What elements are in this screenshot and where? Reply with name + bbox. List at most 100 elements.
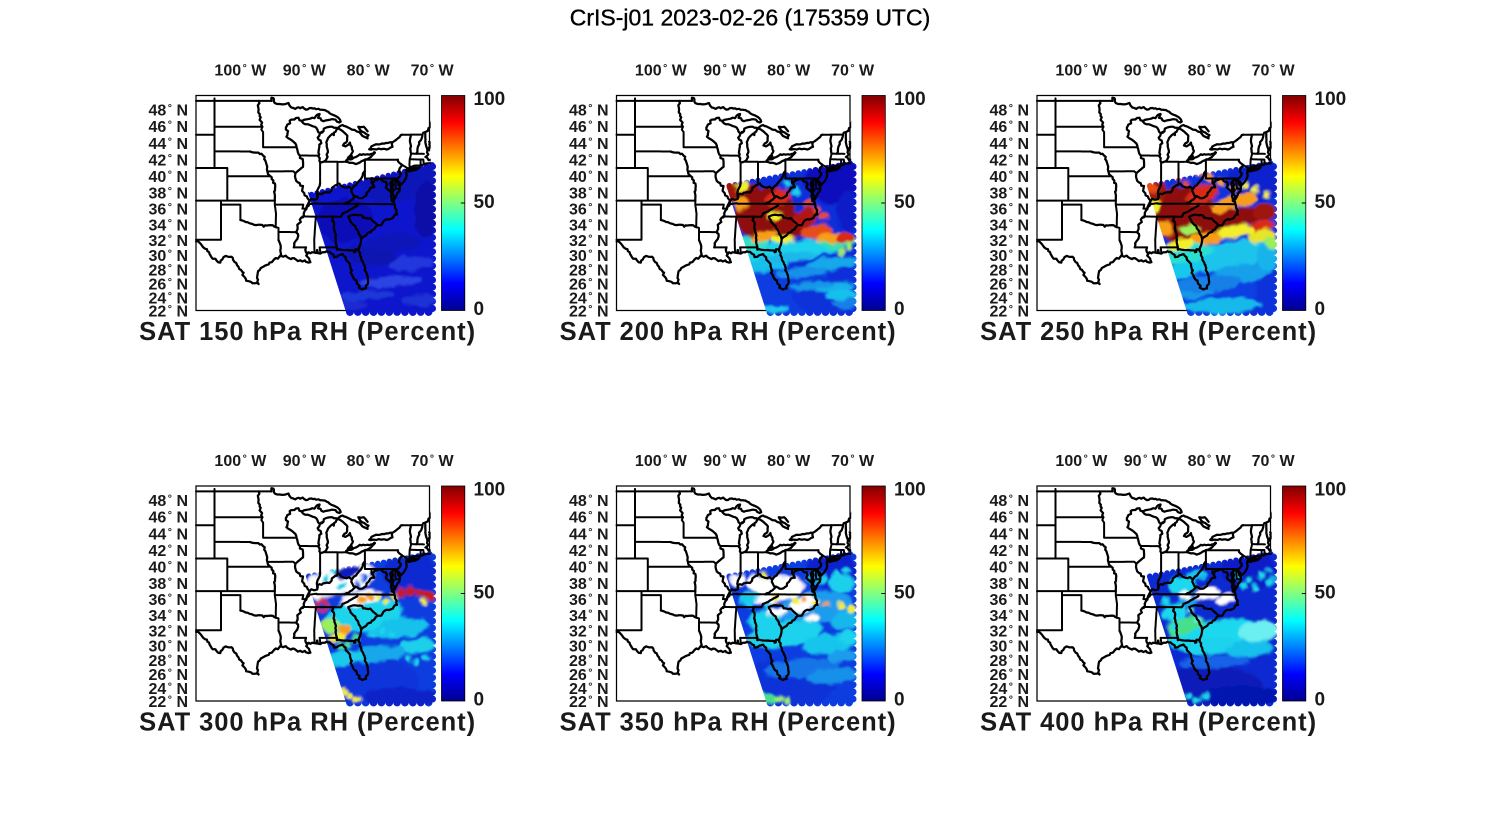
svg-text:50: 50	[894, 583, 915, 604]
svg-text:46° N: 46 ° N	[569, 119, 609, 137]
svg-text:40° N: 40 ° N	[990, 559, 1030, 577]
svg-text:46° N: 46 ° N	[569, 509, 609, 527]
svg-text:SAT 250 hPa RH (Percent): SAT 250 hPa RH (Percent)	[980, 318, 1317, 346]
svg-text:42° N: 42 ° N	[569, 152, 609, 170]
svg-text:28° N: 28 ° N	[990, 262, 1030, 280]
svg-text:0: 0	[474, 299, 485, 320]
svg-text:100° W: 100 ° W	[1055, 453, 1108, 471]
svg-text:40° N: 40 ° N	[569, 559, 609, 577]
svg-text:34° N: 34 ° N	[990, 607, 1030, 625]
svg-text:100° W: 100 ° W	[214, 453, 267, 471]
svg-text:SAT 200 hPa RH (Percent): SAT 200 hPa RH (Percent)	[560, 318, 897, 346]
svg-text:24° N: 24 ° N	[990, 290, 1030, 308]
svg-text:100: 100	[474, 89, 506, 110]
svg-text:38° N: 38 ° N	[149, 576, 189, 594]
svg-text:26° N: 26 ° N	[569, 667, 609, 685]
svg-text:100° W: 100 ° W	[635, 62, 688, 80]
svg-text:70° W: 70 ° W	[1252, 453, 1296, 471]
svg-text:42° N: 42 ° N	[990, 543, 1030, 561]
svg-text:30° N: 30 ° N	[990, 247, 1030, 264]
svg-text:42° N: 42 ° N	[990, 152, 1030, 170]
svg-text:38° N: 38 ° N	[990, 576, 1030, 594]
svg-text:30° N: 30 ° N	[149, 247, 189, 264]
svg-text:70° W: 70 ° W	[831, 453, 875, 471]
svg-text:100° W: 100 ° W	[214, 62, 267, 80]
svg-text:26° N: 26 ° N	[149, 276, 189, 294]
svg-text:44° N: 44 ° N	[990, 136, 1030, 154]
svg-text:90° W: 90 ° W	[1124, 453, 1168, 471]
svg-text:34° N: 34 ° N	[569, 607, 609, 625]
svg-text:46° N: 46 ° N	[990, 509, 1030, 527]
svg-text:30° N: 30 ° N	[149, 638, 189, 656]
svg-text:0: 0	[1315, 299, 1326, 320]
svg-text:22° N: 22 ° N	[569, 693, 609, 711]
svg-text:70° W: 70 ° W	[831, 62, 875, 80]
svg-text:90° W: 90 ° W	[1124, 62, 1168, 80]
svg-text:48° N: 48 ° N	[569, 102, 609, 120]
svg-text:44° N: 44 ° N	[569, 136, 609, 154]
svg-text:0: 0	[894, 690, 905, 711]
svg-text:44° N: 44 ° N	[149, 526, 189, 544]
svg-text:22° N: 22 ° N	[149, 303, 189, 321]
svg-text:36° N: 36 ° N	[990, 592, 1030, 610]
svg-text:36° N: 36 ° N	[149, 592, 189, 610]
svg-text:50: 50	[474, 583, 495, 604]
svg-text:38° N: 38 ° N	[990, 185, 1030, 203]
svg-text:70° W: 70 ° W	[411, 453, 455, 471]
svg-text:40° N: 40 ° N	[149, 169, 189, 187]
svg-text:34° N: 34 ° N	[990, 217, 1030, 235]
svg-text:0: 0	[474, 690, 485, 711]
svg-text:50: 50	[474, 192, 495, 213]
svg-text:50: 50	[1315, 583, 1336, 604]
svg-text:80° W: 80 ° W	[1188, 62, 1232, 80]
svg-text:CrIS-j01 2023-02-26 (175359 UT: CrIS-j01 2023-02-26 (175359 UTC)	[570, 5, 931, 31]
svg-text:34° N: 34 ° N	[149, 607, 189, 625]
svg-text:SAT 150 hPa RH (Percent): SAT 150 hPa RH (Percent)	[139, 318, 476, 346]
svg-text:36° N: 36 ° N	[990, 201, 1030, 219]
svg-text:100° W: 100 ° W	[1055, 62, 1108, 80]
svg-text:80° W: 80 ° W	[347, 453, 391, 471]
svg-text:80° W: 80 ° W	[767, 62, 811, 80]
svg-text:32° N: 32 ° N	[990, 623, 1030, 641]
svg-text:100: 100	[474, 480, 506, 501]
svg-text:22° N: 22 ° N	[149, 693, 189, 711]
svg-text:40° N: 40 ° N	[569, 169, 609, 187]
svg-text:44° N: 44 ° N	[149, 136, 189, 154]
svg-text:90° W: 90 ° W	[703, 453, 747, 471]
svg-text:40° N: 40 ° N	[149, 559, 189, 577]
svg-text:SAT 300 hPa RH (Percent): SAT 300 hPa RH (Percent)	[139, 709, 476, 737]
svg-text:90° W: 90 ° W	[283, 62, 327, 80]
svg-text:32° N: 32 ° N	[149, 623, 189, 641]
svg-text:32° N: 32 ° N	[149, 232, 189, 250]
svg-text:24° N: 24 ° N	[149, 680, 189, 698]
svg-text:SAT 400 hPa RH (Percent): SAT 400 hPa RH (Percent)	[980, 709, 1317, 737]
svg-text:28° N: 28 ° N	[569, 653, 609, 671]
svg-text:100: 100	[1315, 89, 1347, 110]
svg-text:26° N: 26 ° N	[990, 276, 1030, 294]
svg-text:24° N: 24 ° N	[569, 290, 609, 308]
svg-text:30° N: 30 ° N	[569, 638, 609, 656]
svg-text:42° N: 42 ° N	[149, 543, 189, 561]
svg-text:40° N: 40 ° N	[990, 169, 1030, 187]
svg-text:48° N: 48 ° N	[990, 102, 1030, 120]
svg-text:28° N: 28 ° N	[569, 262, 609, 280]
svg-text:30° N: 30 ° N	[569, 247, 609, 264]
svg-text:28° N: 28 ° N	[149, 653, 189, 671]
svg-text:28° N: 28 ° N	[149, 262, 189, 280]
svg-text:38° N: 38 ° N	[569, 576, 609, 594]
svg-text:50: 50	[894, 192, 915, 213]
svg-text:32° N: 32 ° N	[569, 232, 609, 250]
svg-text:38° N: 38 ° N	[149, 185, 189, 203]
svg-text:24° N: 24 ° N	[149, 290, 189, 308]
svg-text:48° N: 48 ° N	[149, 492, 189, 510]
svg-text:36° N: 36 ° N	[569, 201, 609, 219]
svg-text:22° N: 22 ° N	[569, 303, 609, 321]
svg-text:24° N: 24 ° N	[990, 680, 1030, 698]
svg-text:22° N: 22 ° N	[990, 303, 1030, 321]
svg-text:36° N: 36 ° N	[149, 201, 189, 219]
svg-text:30° N: 30 ° N	[990, 638, 1030, 656]
svg-text:48° N: 48 ° N	[569, 492, 609, 510]
svg-text:46° N: 46 ° N	[990, 119, 1030, 137]
svg-text:32° N: 32 ° N	[569, 623, 609, 641]
svg-text:0: 0	[1315, 690, 1326, 711]
